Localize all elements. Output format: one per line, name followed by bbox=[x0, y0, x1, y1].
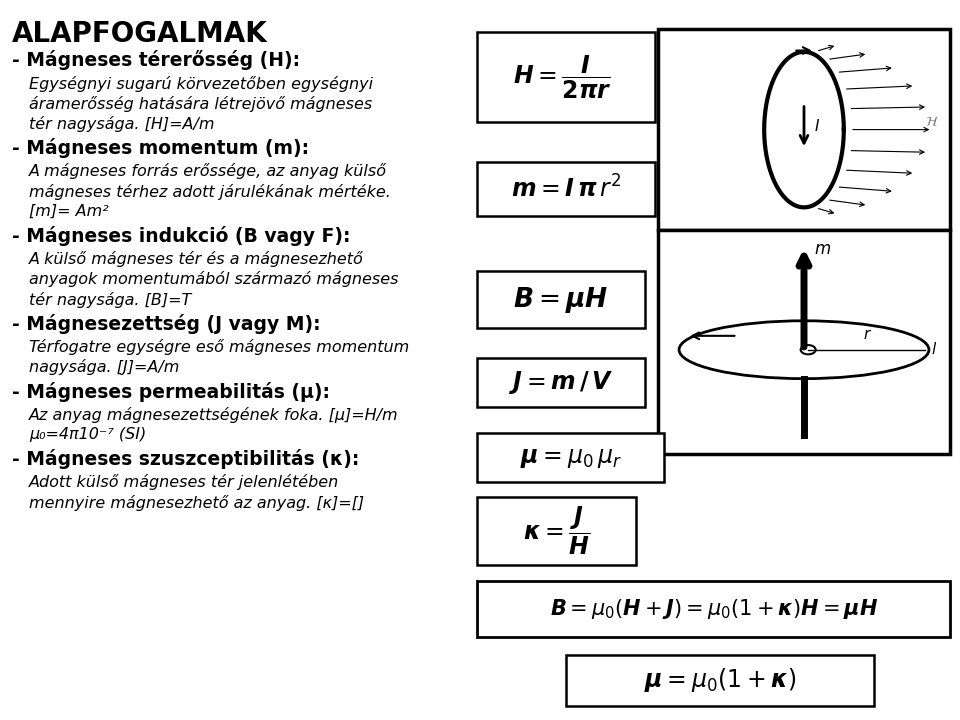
Text: $\boldsymbol{\mu}=\boldsymbol{\mu_0}(1+\boldsymbol{\kappa})$: $\boldsymbol{\mu}=\boldsymbol{\mu_0}(1+\… bbox=[644, 667, 796, 694]
Text: $\boldsymbol{B}=\boldsymbol{\mu_0}(\boldsymbol{H}+\boldsymbol{J})=\boldsymbol{\m: $\boldsymbol{B}=\boldsymbol{\mu_0}(\bold… bbox=[550, 597, 877, 621]
Text: $\boldsymbol{\kappa} = \dfrac{\boldsymbol{J}}{\boldsymbol{H}}$: $\boldsymbol{\kappa} = \dfrac{\boldsymbo… bbox=[522, 505, 590, 557]
Text: - Mágneses permeabilitás (μ):: - Mágneses permeabilitás (μ): bbox=[12, 382, 329, 402]
Text: A külső mágneses tér és a mágnesezhető: A külső mágneses tér és a mágnesezhető bbox=[29, 251, 364, 267]
Text: [m]= Am²: [m]= Am² bbox=[29, 204, 108, 219]
Text: $\mathcal{H}$: $\mathcal{H}$ bbox=[925, 114, 939, 129]
Text: $\boldsymbol{B} = \boldsymbol{\mu H}$: $\boldsymbol{B} = \boldsymbol{\mu H}$ bbox=[514, 284, 609, 315]
Bar bbox=[477, 271, 645, 328]
Bar bbox=[477, 433, 664, 482]
Bar bbox=[477, 32, 655, 122]
Text: Egységnyi sugarú körvezetőben egységnyi: Egységnyi sugarú körvezetőben egységnyi bbox=[29, 76, 372, 91]
Text: I: I bbox=[815, 119, 819, 134]
Text: r: r bbox=[863, 327, 870, 342]
Text: m: m bbox=[814, 240, 830, 258]
Text: - Mágneses térerősség (H):: - Mágneses térerősség (H): bbox=[12, 50, 300, 71]
Text: tér nagysága. [B]=T: tér nagysága. [B]=T bbox=[29, 292, 191, 307]
Text: $\boldsymbol{\mu} = \boldsymbol{\mu_0\,\mu_r}$: $\boldsymbol{\mu} = \boldsymbol{\mu_0\,\… bbox=[519, 446, 622, 470]
Text: - Mágneses indukció (B vagy F):: - Mágneses indukció (B vagy F): bbox=[12, 226, 350, 246]
Text: mennyire mágnesezhető az anyag. [κ]=[]: mennyire mágnesezhető az anyag. [κ]=[] bbox=[29, 495, 364, 510]
Bar bbox=[477, 358, 645, 407]
Bar bbox=[658, 29, 950, 230]
Bar bbox=[566, 655, 874, 706]
Text: mágneses térhez adott járulékának mértéke.: mágneses térhez adott járulékának mérték… bbox=[29, 184, 391, 199]
Text: - Mágnesezettség (J vagy M):: - Mágnesezettség (J vagy M): bbox=[12, 314, 320, 334]
Text: áramerősség hatására létrejövő mágneses: áramerősség hatására létrejövő mágneses bbox=[29, 96, 372, 112]
Text: μ₀=4π10⁻⁷ (SI): μ₀=4π10⁻⁷ (SI) bbox=[29, 427, 146, 442]
Text: Az anyag mágnesezettségének foka. [μ]=H/m: Az anyag mágnesezettségének foka. [μ]=H/… bbox=[29, 407, 398, 423]
Bar bbox=[477, 497, 636, 565]
Text: Adott külső mágneses tér jelenlétében: Adott külső mágneses tér jelenlétében bbox=[29, 474, 339, 490]
Text: anyagok momentumából származó mágneses: anyagok momentumából származó mágneses bbox=[29, 271, 398, 287]
Text: Térfogatre egységre eső mágneses momentum: Térfogatre egységre eső mágneses momentu… bbox=[29, 339, 409, 355]
Bar bbox=[477, 581, 950, 637]
Text: $\boldsymbol{J} = \boldsymbol{m\,/\,V}$: $\boldsymbol{J} = \boldsymbol{m\,/\,V}$ bbox=[509, 369, 613, 396]
Text: ALAPFOGALMAK: ALAPFOGALMAK bbox=[12, 20, 267, 48]
Text: - Mágneses szuszceptibilitás (κ):: - Mágneses szuszceptibilitás (κ): bbox=[12, 449, 359, 469]
Bar bbox=[477, 162, 655, 216]
Text: - Mágneses momentum (m):: - Mágneses momentum (m): bbox=[12, 138, 309, 158]
Text: $\boldsymbol{H} = \dfrac{\boldsymbol{I}}{\boldsymbol{2\pi r}}$: $\boldsymbol{H} = \dfrac{\boldsymbol{I}}… bbox=[513, 54, 612, 101]
Text: A mágneses forrás erőssége, az anyag külső: A mágneses forrás erőssége, az anyag kül… bbox=[29, 163, 387, 179]
Text: nagysága. [J]=A/m: nagysága. [J]=A/m bbox=[29, 359, 180, 375]
Text: l: l bbox=[931, 342, 935, 357]
Text: $\boldsymbol{m} = \boldsymbol{I\,\pi\,r^2}$: $\boldsymbol{m} = \boldsymbol{I\,\pi\,r^… bbox=[511, 176, 621, 202]
Bar bbox=[658, 230, 950, 454]
Text: tér nagysága. [H]=A/m: tér nagysága. [H]=A/m bbox=[29, 116, 214, 132]
